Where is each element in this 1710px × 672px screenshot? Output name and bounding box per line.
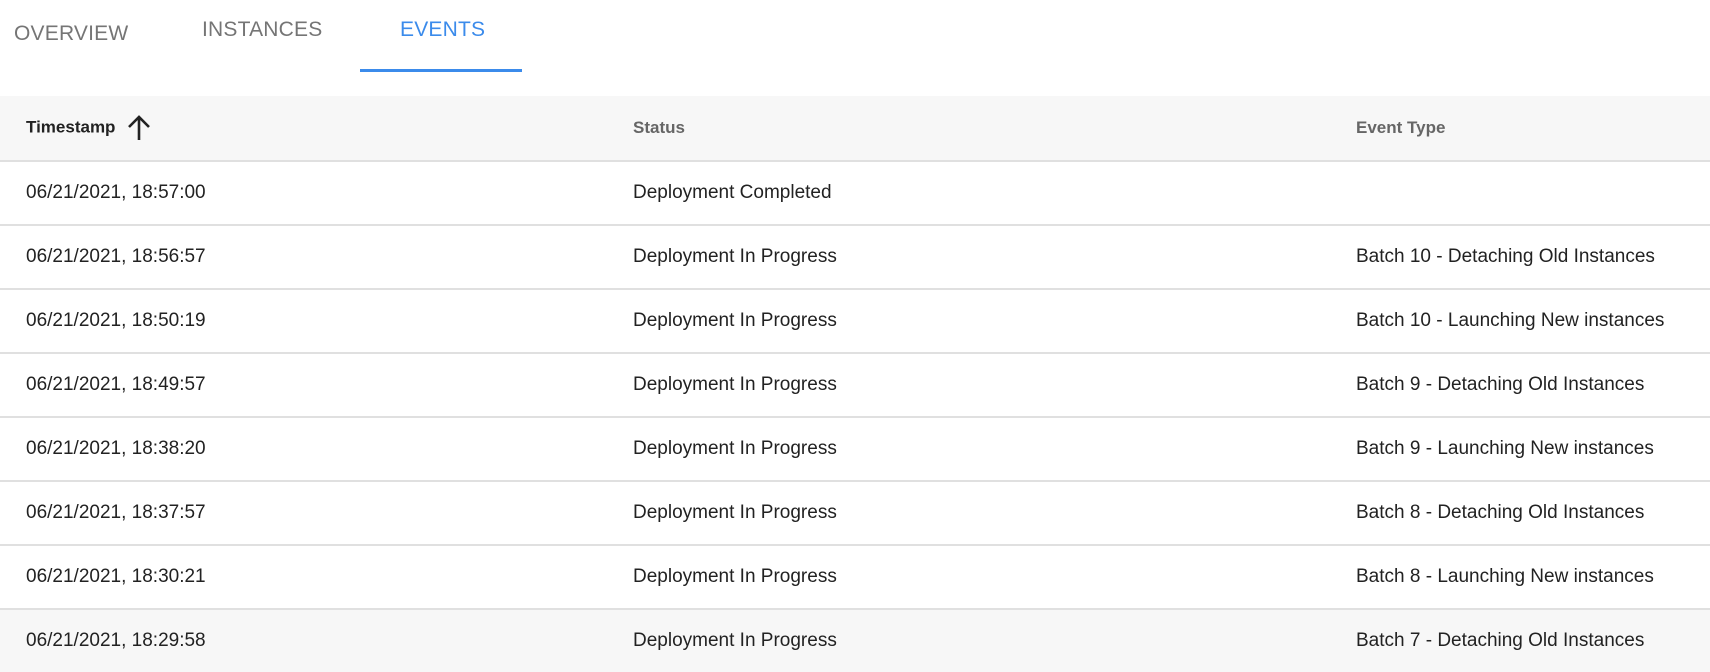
column-header-event-type[interactable]: Event Type [1356, 118, 1446, 137]
cell-event-type: Batch 8 - Detaching Old Instances [1356, 502, 1645, 523]
cell-status: Deployment In Progress [633, 502, 837, 523]
cell-status: Deployment Completed [633, 182, 832, 203]
cell-event-type: Batch 9 - Launching New instances [1356, 438, 1654, 459]
cell-timestamp: 06/21/2021, 18:30:21 [26, 566, 206, 587]
arrow-up-icon[interactable] [126, 114, 152, 142]
cell-status: Deployment In Progress [633, 630, 837, 651]
cell-status: Deployment In Progress [633, 438, 837, 459]
cell-timestamp: 06/21/2021, 18:56:57 [26, 246, 206, 267]
table-row[interactable]: 06/21/2021, 18:57:00 Deployment Completed [0, 162, 1710, 226]
cell-status: Deployment In Progress [633, 566, 837, 587]
cell-timestamp: 06/21/2021, 18:37:57 [26, 502, 206, 523]
cell-status: Deployment In Progress [633, 310, 837, 331]
table-row[interactable]: 06/21/2021, 18:29:58 Deployment In Progre… [0, 610, 1710, 672]
cell-event-type: Batch 8 - Launching New instances [1356, 566, 1654, 587]
cell-event-type: Batch 10 - Detaching Old Instances [1356, 246, 1655, 267]
events-table: Timestamp Status Event Type 06/21/2021, … [0, 96, 1710, 672]
cell-timestamp: 06/21/2021, 18:57:00 [26, 182, 206, 203]
column-header-status[interactable]: Status [633, 118, 685, 137]
cell-timestamp: 06/21/2021, 18:49:57 [26, 374, 206, 395]
table-row[interactable]: 06/21/2021, 18:50:19 Deployment In Progre… [0, 290, 1710, 354]
cell-timestamp: 06/21/2021, 18:50:19 [26, 310, 206, 331]
table-header: Timestamp Status Event Type [0, 96, 1710, 162]
table-row[interactable]: 06/21/2021, 18:37:57 Deployment In Progre… [0, 482, 1710, 546]
cell-event-type: Batch 7 - Detaching Old Instances [1356, 630, 1645, 651]
table-row[interactable]: 06/21/2021, 18:56:57 Deployment In Progre… [0, 226, 1710, 290]
column-header-timestamp[interactable]: Timestamp [26, 114, 152, 142]
cell-event-type: Batch 9 - Detaching Old Instances [1356, 374, 1645, 395]
column-header-label: Timestamp [26, 117, 116, 137]
cell-timestamp: 06/21/2021, 18:29:58 [26, 630, 206, 651]
cell-event-type: Batch 10 - Launching New instances [1356, 310, 1665, 331]
active-tab-indicator [360, 69, 522, 72]
table-row[interactable]: 06/21/2021, 18:30:21 Deployment In Progre… [0, 546, 1710, 610]
tab-instances[interactable]: INSTANCES [202, 18, 323, 41]
cell-status: Deployment In Progress [633, 374, 837, 395]
cell-timestamp: 06/21/2021, 18:38:20 [26, 438, 206, 459]
cell-status: Deployment In Progress [633, 246, 837, 267]
tab-overview[interactable]: OVERVIEW [14, 22, 129, 45]
tab-bar: OVERVIEW INSTANCES EVENTS [0, 0, 1710, 96]
tab-events[interactable]: EVENTS [400, 18, 486, 41]
table-row[interactable]: 06/21/2021, 18:38:20 Deployment In Progre… [0, 418, 1710, 482]
table-row[interactable]: 06/21/2021, 18:49:57 Deployment In Progre… [0, 354, 1710, 418]
